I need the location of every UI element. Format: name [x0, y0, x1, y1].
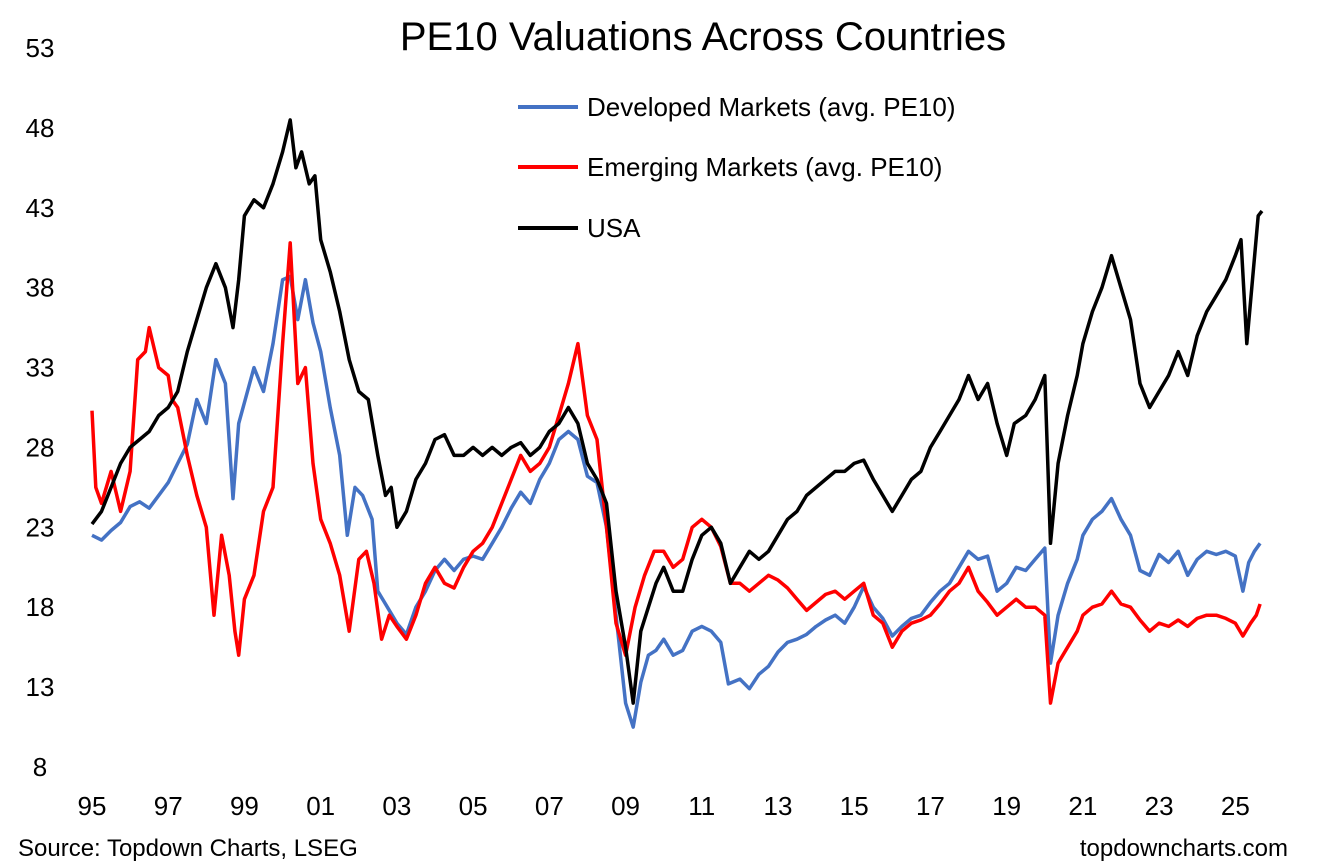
- x-tick-label: 19: [992, 791, 1021, 821]
- x-tick-label: 99: [230, 791, 259, 821]
- legend-label: Developed Markets (avg. PE10): [587, 92, 956, 122]
- y-tick-label: 53: [26, 33, 55, 63]
- y-tick-label: 28: [26, 432, 55, 462]
- y-tick-label: 43: [26, 193, 55, 223]
- x-tick-label: 95: [78, 791, 107, 821]
- x-tick-label: 09: [611, 791, 640, 821]
- x-tick-label: 17: [916, 791, 945, 821]
- source-note: Source: Topdown Charts, LSEG: [18, 835, 358, 862]
- y-tick-label: 38: [26, 273, 55, 303]
- chart-title: PE10 Valuations Across Countries: [400, 15, 1006, 59]
- x-tick-label: 01: [306, 791, 335, 821]
- legend: Developed Markets (avg. PE10) Emerging Ma…: [518, 92, 956, 243]
- series-line-2: [90, 118, 1264, 705]
- series-line-1: [90, 241, 1262, 705]
- y-tick-label: 13: [26, 672, 55, 702]
- y-tick-label: 23: [26, 512, 55, 542]
- y-tick-label: 8: [33, 752, 47, 782]
- y-tick-label: 48: [26, 113, 55, 143]
- website-credit: topdowncharts.com: [1080, 835, 1288, 862]
- x-tick-label: 03: [382, 791, 411, 821]
- y-tick-label: 18: [26, 592, 55, 622]
- x-tick-label: 25: [1221, 791, 1250, 821]
- y-axis-tick-labels: 8 13 18 23 28 33 38 43 48 53: [26, 33, 55, 782]
- x-tick-label: 23: [1145, 791, 1174, 821]
- y-tick-label: 33: [26, 353, 55, 383]
- x-tick-label: 13: [764, 791, 793, 821]
- x-tick-label: 11: [688, 791, 715, 821]
- x-axis-tick-labels: 95 97 99 01 03 05 07 09 11 13 15 17 19 21 23 25: [78, 791, 1250, 821]
- x-tick-label: 15: [840, 791, 869, 821]
- legend-label: USA: [587, 213, 641, 243]
- x-tick-label: 21: [1068, 791, 1097, 821]
- x-tick-label: 07: [535, 791, 564, 821]
- series-lines: [90, 118, 1264, 729]
- x-tick-label: 05: [459, 791, 488, 821]
- legend-label: Emerging Markets (avg. PE10): [587, 152, 942, 182]
- x-tick-label: 97: [154, 791, 183, 821]
